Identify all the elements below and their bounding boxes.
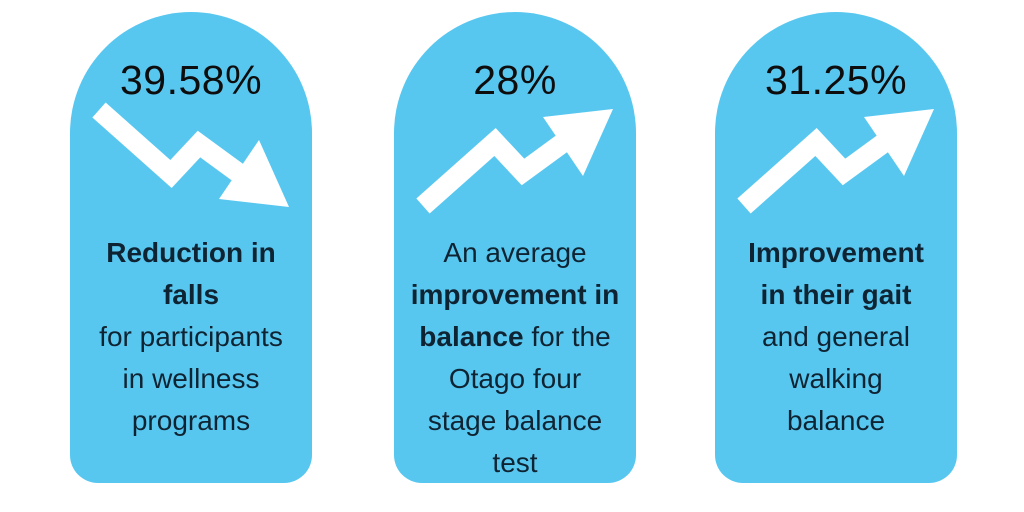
trend-up-arrow-icon [734, 102, 938, 214]
description-line: Reduction in [106, 237, 276, 268]
description-line: and general [762, 321, 910, 352]
description-line: test [492, 447, 538, 478]
description-line: improvement in [410, 279, 620, 310]
stat-card-falls-reduction: 39.58% Reduction in falls for participants… [70, 12, 312, 483]
stat-value: 39.58% [119, 57, 263, 103]
description-line: in their gait [760, 279, 912, 310]
description-line: Otago four [448, 363, 582, 394]
description-line: in wellness [122, 363, 260, 394]
stat-value: 31.25% [764, 57, 908, 103]
description-line: balance for the [419, 321, 611, 352]
trend-down-arrow-icon [89, 102, 293, 214]
trend-up-arrow-icon [413, 102, 617, 214]
description-line: falls [162, 279, 220, 310]
stat-card-balance-improvement: 28% An average improvement in balance for … [394, 12, 636, 483]
description-line: walking [789, 363, 883, 394]
description-line: Improvement [748, 237, 924, 268]
description-line: An average [443, 237, 587, 268]
stat-card-gait-improvement: 31.25% Improvement in their gait and gener… [715, 12, 957, 483]
stat-description: Reduction in falls for participants in well… [70, 232, 312, 442]
stat-description: An average improvement in balance for the O… [394, 232, 636, 484]
stat-value: 28% [473, 57, 557, 103]
description-line: stage balance [427, 405, 603, 436]
description-line: programs [131, 405, 251, 436]
description-line: balance [786, 405, 886, 436]
description-line: for participants [99, 321, 283, 352]
stat-description: Improvement in their gait and general walki… [715, 232, 957, 442]
